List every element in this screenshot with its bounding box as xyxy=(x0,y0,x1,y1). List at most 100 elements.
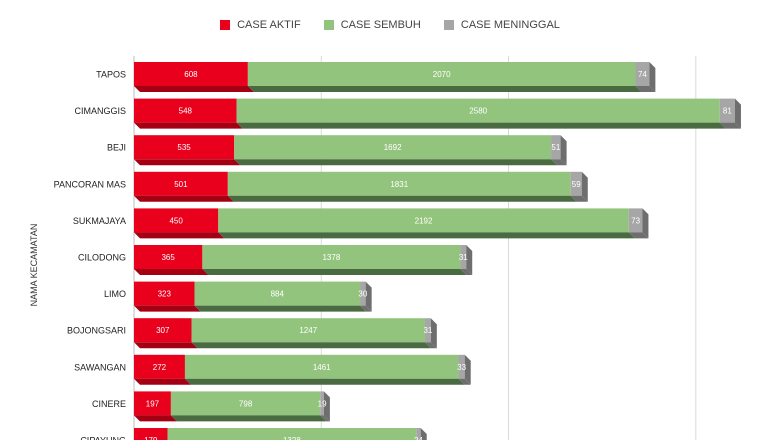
bar-depth-case-aktif-cilodong xyxy=(134,269,209,275)
bar-depth-case-meninggal-cilodong xyxy=(460,269,473,275)
bar-case-meninggal-sukmajaya xyxy=(628,208,643,233)
data-label-case-meninggal-cimanggis: 81 xyxy=(723,107,732,116)
category-label-cipayung: CIPAYUNG xyxy=(80,436,126,440)
data-label-case-aktif-beji: 535 xyxy=(177,143,191,152)
data-label-case-aktif-pancoran-mas: 501 xyxy=(174,180,188,189)
bar-side-tapos xyxy=(649,62,656,92)
bars: 608 2070 74 548 2580 81 535 1692 51 501 1831 59 450 2… xyxy=(134,62,741,440)
data-label-case-sembuh-cinere: 798 xyxy=(239,399,253,408)
data-label-case-aktif-sawangan: 272 xyxy=(153,363,167,372)
data-label-case-meninggal-sawangan: 33 xyxy=(457,363,466,372)
data-label-case-aktif-cimanggis: 548 xyxy=(179,107,193,116)
bar-case-sembuh-pancoran-mas xyxy=(227,171,571,196)
bar-depth-case-meninggal-tapos xyxy=(635,86,656,92)
legend-item-case-meninggal: CASE MENINGGAL xyxy=(443,19,560,31)
bar-case-meninggal-sawangan xyxy=(458,354,465,379)
bar-depth-case-meninggal-sawangan xyxy=(458,378,471,385)
bar-depth-case-meninggal-sukmajaya xyxy=(628,232,649,239)
bar-case-meninggal-cimanggis xyxy=(719,98,735,123)
bar-depth-case-sembuh-sukmajaya xyxy=(218,232,635,239)
data-label-case-sembuh-sukmajaya: 2192 xyxy=(415,216,433,225)
data-label-case-sembuh-sawangan: 1461 xyxy=(313,363,331,372)
bar-depth-case-aktif-tapos xyxy=(134,86,254,92)
legend-label-case-aktif: CASE AKTIF xyxy=(237,19,301,31)
category-label-tapos: TAPOS xyxy=(96,70,126,80)
bar-side-sukmajaya xyxy=(642,208,649,239)
bar-case-aktif-cilodong xyxy=(134,245,203,269)
category-label-cilodong: CILODONG xyxy=(78,253,126,263)
category-label-bojongsari: BOJONGSARI xyxy=(67,326,126,336)
bar-depth-case-sembuh-cimanggis xyxy=(236,122,726,129)
bar-depth-case-aktif-bojongsari xyxy=(134,342,198,349)
category-label-limo: LIMO xyxy=(104,289,126,299)
bar-depth-case-sembuh-bojongsari xyxy=(191,342,432,349)
bar-case-sembuh-cilodong xyxy=(202,245,461,269)
bar-side-cimanggis xyxy=(734,98,741,129)
legend-label-case-meninggal: CASE MENINGGAL xyxy=(460,19,560,31)
data-label-case-sembuh-bojongsari: 1247 xyxy=(299,326,317,335)
legend-swatch-case-sembuh xyxy=(323,20,334,30)
bar-case-sembuh-beji xyxy=(234,135,552,160)
chart-legend: CASE AKTIF CASE SEMBUH CASE MENINGGAL xyxy=(0,19,780,33)
category-label-sawangan: SAWANGAN xyxy=(74,362,126,372)
bar-case-meninggal-cipayung xyxy=(416,428,421,440)
bar-case-sembuh-cimanggis xyxy=(236,98,720,123)
bar-case-meninggal-limo xyxy=(360,281,366,306)
bar-case-meninggal-tapos xyxy=(635,62,650,86)
data-label-case-aktif-cipayung: 179 xyxy=(144,436,158,440)
bar-depth-case-meninggal-cimanggis xyxy=(719,122,741,129)
legend-swatch-case-aktif xyxy=(220,20,231,30)
data-label-case-aktif-cilodong: 365 xyxy=(161,253,175,262)
bar-case-sembuh-tapos xyxy=(247,62,636,86)
bar-depth-case-aktif-sawangan xyxy=(134,378,191,385)
legend-item-case-sembuh: CASE SEMBUH xyxy=(323,19,421,31)
bar-side-sawangan xyxy=(464,354,471,385)
bar-depth-case-sembuh-cilodong xyxy=(202,269,467,275)
data-label-case-aktif-sukmajaya: 450 xyxy=(169,216,183,225)
bar-case-meninggal-cilodong xyxy=(460,245,467,269)
bar-side-limo xyxy=(365,281,372,312)
data-label-case-aktif-cinere: 197 xyxy=(146,399,160,408)
bar-depth-case-meninggal-beji xyxy=(551,159,567,166)
category-label-cimanggis: CIMANGGIS xyxy=(74,106,126,116)
category-label-cinere: CINERE xyxy=(92,399,126,409)
data-label-case-meninggal-sukmajaya: 73 xyxy=(631,216,640,225)
bar-case-meninggal-pancoran-mas xyxy=(570,171,582,196)
category-label-sukmajaya: SUKMAJAYA xyxy=(73,216,126,226)
category-label-pancoran-mas: PANCORAN MAS xyxy=(54,179,126,189)
bar-case-meninggal-cinere xyxy=(320,391,324,416)
bar-case-aktif-limo xyxy=(134,281,195,306)
legend-swatch-case-meninggal xyxy=(443,20,454,30)
bar-depth-case-aktif-cinere xyxy=(134,415,177,422)
bar-case-sembuh-cinere xyxy=(170,391,321,416)
bar-case-sembuh-sukmajaya xyxy=(218,208,629,233)
bar-depth-case-meninggal-bojongsari xyxy=(425,342,437,349)
bar-case-aktif-tapos xyxy=(134,62,248,86)
bar-side-cipayung xyxy=(420,428,427,440)
bar-depth-case-meninggal-pancoran-mas xyxy=(570,195,588,202)
bar-depth-case-sembuh-beji xyxy=(234,159,558,166)
bar-depth-case-meninggal-limo xyxy=(360,305,372,312)
data-label-case-meninggal-cipayung: 24 xyxy=(414,436,423,440)
data-label-case-aktif-bojongsari: 307 xyxy=(156,326,170,335)
data-label-case-sembuh-limo: 884 xyxy=(271,290,285,299)
data-label-case-aktif-limo: 323 xyxy=(158,290,172,299)
bar-depth-case-aktif-sukmajaya xyxy=(134,232,225,239)
data-label-case-sembuh-pancoran-mas: 1831 xyxy=(390,180,408,189)
data-label-case-sembuh-cipayung: 1328 xyxy=(283,436,301,440)
bar-case-sembuh-limo xyxy=(194,281,361,306)
bar-case-aktif-bojongsari xyxy=(134,318,192,343)
bar-case-sembuh-sawangan xyxy=(184,354,459,379)
category-label-beji: BEJI xyxy=(107,143,126,153)
bar-depth-case-meninggal-cinere xyxy=(320,415,330,422)
bar-side-pancoran-mas xyxy=(581,171,588,202)
bar-side-bojongsari xyxy=(430,318,437,349)
bar-depth-case-sembuh-pancoran-mas xyxy=(227,195,577,202)
bar-depth-case-sembuh-sawangan xyxy=(184,378,465,385)
bar-depth-case-aktif-cimanggis xyxy=(134,122,243,129)
bar-case-aktif-cimanggis xyxy=(134,98,237,123)
data-label-case-meninggal-pancoran-mas: 59 xyxy=(572,180,581,189)
data-label-case-meninggal-cilodong: 31 xyxy=(459,253,468,262)
bar-case-aktif-sawangan xyxy=(134,354,185,379)
bar-depth-case-sembuh-cinere xyxy=(170,415,327,422)
